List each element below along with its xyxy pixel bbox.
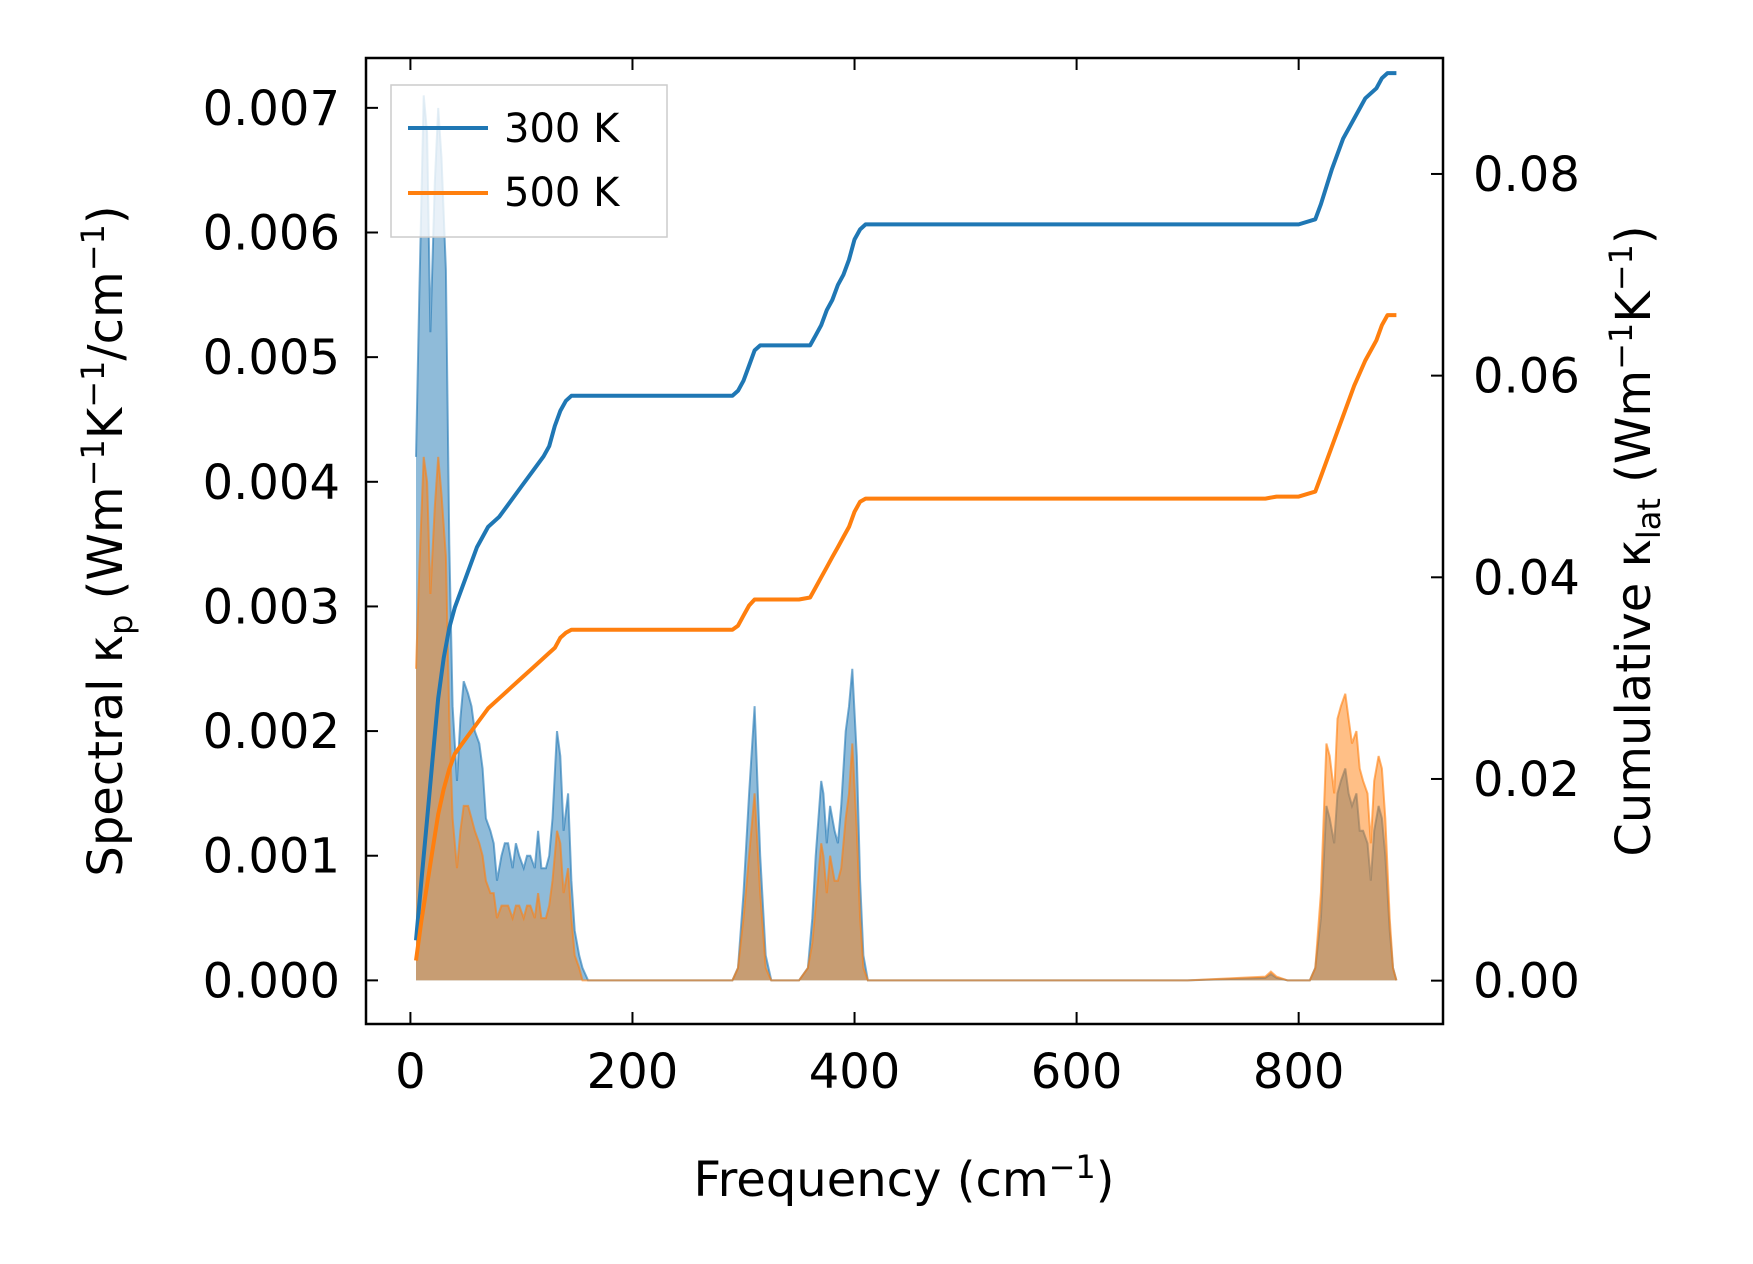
y-left-label-pre: Spectral κ (78, 635, 134, 877)
line-layer (414, 71, 1397, 961)
legend-label-300k: 300 K (504, 106, 621, 152)
x-tick-label: 200 (587, 1044, 679, 1100)
y-left-label-mid: (Wm (78, 486, 134, 614)
y-right-tick-label: 0.02 (1473, 752, 1580, 808)
y-right-axis-label: Cumulative κlat (Wm−1K−1) (1602, 225, 1668, 856)
y-right-label-mid: (Wm (1606, 370, 1662, 498)
y-right-label-sup1: −1 (1602, 323, 1640, 370)
y-left-tick-label: 0.004 (203, 455, 340, 511)
spectral-area-0 (416, 95, 1397, 981)
y-right-label-tail: ) (1606, 225, 1662, 244)
y-left-label-sub: p (102, 615, 140, 635)
x-tick-label: 0 (395, 1044, 426, 1100)
y-left-tick-label: 0.007 (203, 81, 340, 137)
legend-label-500k: 500 K (504, 170, 621, 216)
y-right-tick-label: 0.00 (1473, 954, 1580, 1010)
x-tick-label: 800 (1253, 1044, 1345, 1100)
x-tick-label: 400 (809, 1044, 901, 1100)
y-left-tick-label: 0.001 (203, 829, 340, 885)
y-left-label-tail: ) (78, 205, 134, 224)
y-left-tick-label: 0.003 (203, 579, 340, 635)
x-axis-label-sup: −1 (1049, 1148, 1096, 1186)
x-axis-label: Frequency (cm−1) (693, 1148, 1114, 1208)
y-right-tick-label: 0.08 (1473, 147, 1580, 203)
y-left-tick-label: 0.005 (203, 330, 340, 386)
legend-box (390, 84, 668, 238)
y-left-axis-label: Spectral κp (Wm−1K−1/cm−1) (74, 205, 140, 876)
spectral-line-1 (415, 456, 1398, 982)
y-left-tick-label: 0.002 (203, 704, 340, 760)
cumulative-line-1 (414, 313, 1397, 961)
spectral-fill-layer (415, 95, 1398, 982)
y-left-tick-label: 0.006 (203, 206, 340, 262)
y-left-label-k: K (78, 406, 134, 439)
y-left-tick-label: 0.000 (203, 953, 340, 1009)
x-axis-label-tail: ) (1096, 1152, 1115, 1208)
y-right-tick-label: 0.06 (1473, 349, 1580, 405)
y-left-label-slash: /cm (78, 271, 134, 360)
x-tick-label: 600 (1031, 1044, 1123, 1100)
plot-frame (364, 56, 1445, 1026)
tick-layer (366, 58, 1443, 1024)
y-right-label-pre: Cumulative κ (1606, 539, 1662, 857)
tick-label-layer: 0 200 400 600 800 0.000 0.001 0.002 0.003 0.004 0.… (203, 81, 1580, 1100)
x-axis-label-main: Frequency (cm (693, 1152, 1048, 1208)
y-left-label-sup2: −1 (74, 361, 112, 408)
y-left-label-sup3: −1 (74, 224, 112, 271)
cumulative-line-0 (414, 71, 1397, 941)
spectral-area-1 (416, 456, 1397, 981)
y-right-label-k: K (1606, 290, 1662, 323)
y-right-label-sub: lat (1630, 498, 1668, 539)
y-left-label-sup1: −1 (74, 439, 112, 486)
y-right-tick-label: 0.04 (1473, 550, 1580, 606)
legend: 300 K 500 K (390, 84, 668, 238)
y-right-label-sup2: −1 (1602, 244, 1640, 291)
